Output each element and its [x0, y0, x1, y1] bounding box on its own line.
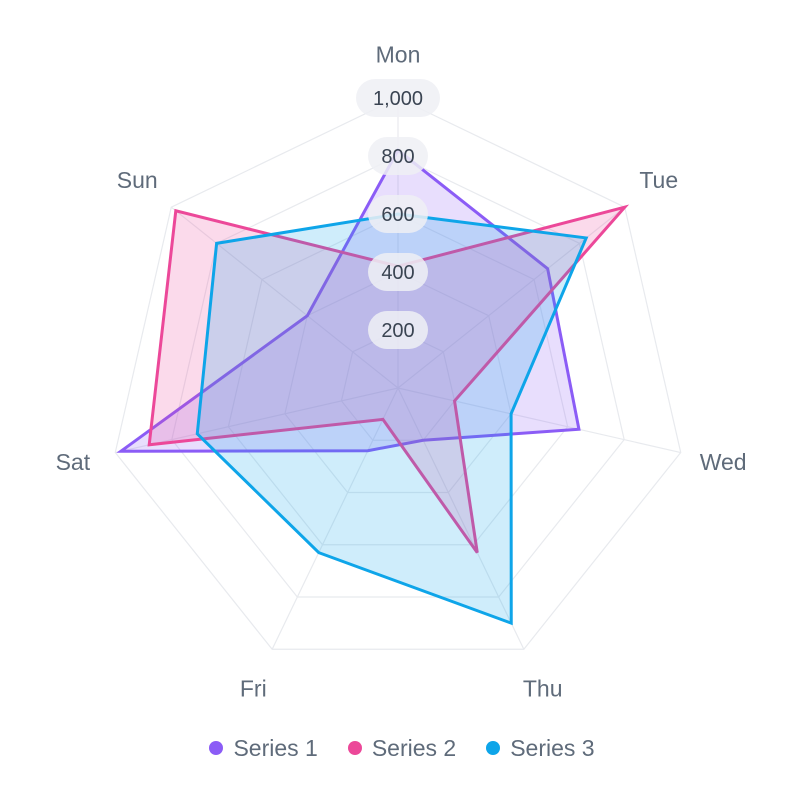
legend-dot-icon — [209, 741, 223, 755]
tick-label: 800 — [381, 146, 414, 168]
axis-label-wed: Wed — [700, 449, 747, 475]
data-point-s3-sat[interactable] — [194, 431, 200, 437]
data-point-s2-thu[interactable] — [474, 550, 480, 556]
data-point-s2-fri[interactable] — [380, 416, 386, 422]
tick-label: 1,000 — [373, 88, 423, 110]
data-point-s1-thu[interactable] — [420, 437, 426, 443]
legend-item-series-1[interactable]: Series 1 — [209, 735, 317, 762]
tick-label: 200 — [381, 320, 414, 342]
tick-label: 400 — [381, 262, 414, 284]
legend-dot-icon — [348, 741, 362, 755]
data-point-s1-fri[interactable] — [365, 448, 371, 454]
data-point-s3-tue[interactable] — [583, 235, 589, 241]
legend-label: Series 1 — [233, 735, 317, 762]
axis-label-fri: Fri — [240, 675, 267, 701]
data-point-s2-wed[interactable] — [452, 398, 458, 404]
legend-item-series-3[interactable]: Series 3 — [486, 735, 594, 762]
data-point-s3-thu[interactable] — [508, 620, 514, 626]
data-point-s1-tue[interactable] — [545, 266, 551, 272]
data-point-s2-tue[interactable] — [622, 204, 628, 210]
data-point-s1-sun[interactable] — [304, 313, 310, 319]
legend-label: Series 2 — [372, 735, 456, 762]
legend-item-series-2[interactable]: Series 2 — [348, 735, 456, 762]
data-point-s3-wed[interactable] — [508, 411, 514, 417]
tick-label: 600 — [381, 204, 414, 226]
axis-label-tue: Tue — [639, 167, 678, 193]
legend-label: Series 3 — [510, 735, 594, 762]
data-point-s3-fri[interactable] — [316, 550, 322, 556]
axis-label-sun: Sun — [117, 167, 158, 193]
data-point-s1-wed[interactable] — [576, 426, 582, 432]
axis-label-mon: Mon — [376, 42, 421, 68]
legend: Series 1 Series 2 Series 3 — [0, 728, 804, 768]
data-point-s2-sat[interactable] — [146, 442, 152, 448]
legend-dot-icon — [486, 741, 500, 755]
axis-label-thu: Thu — [523, 675, 563, 701]
axis-label-sat: Sat — [56, 449, 91, 475]
radar-chart: 200 400 600 800 1,000 Mon Tue Wed Thu Fri Sat Sun — [0, 0, 804, 720]
data-point-s2-sun[interactable] — [173, 208, 179, 214]
data-point-s3-sun[interactable] — [214, 240, 220, 246]
data-point-s1-sat[interactable] — [118, 448, 124, 454]
